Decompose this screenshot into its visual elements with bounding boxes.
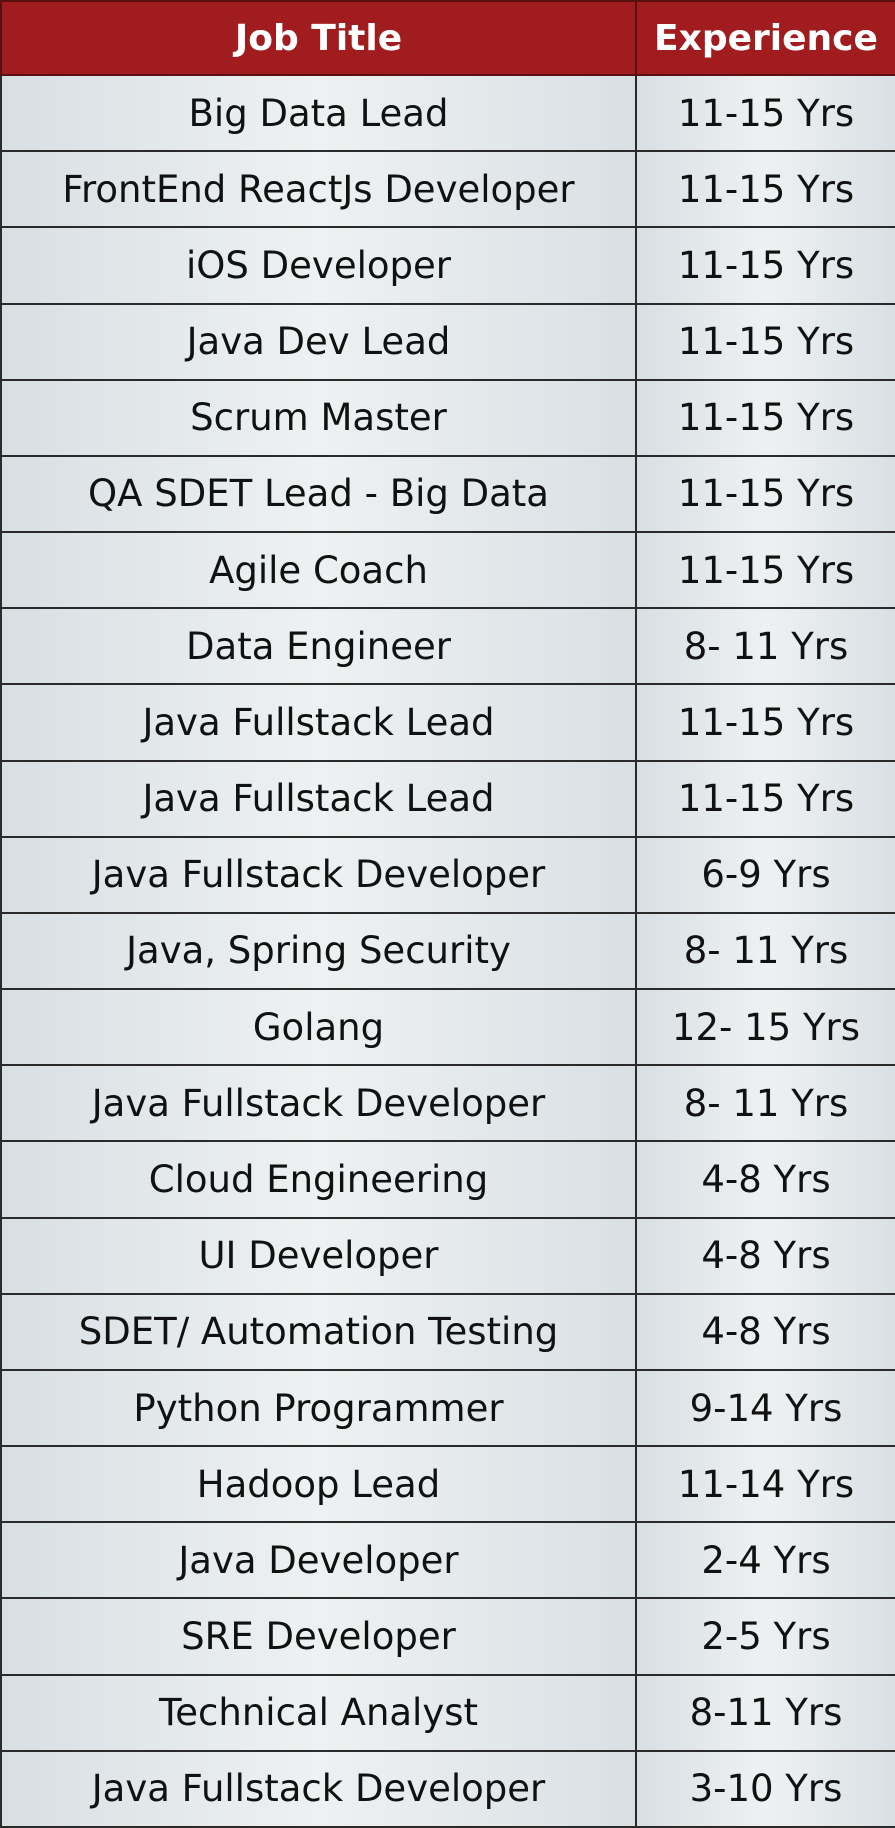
experience-cell: 11-14 Yrs (635, 1445, 895, 1524)
table-row: Golang 12- 15 Yrs (0, 988, 895, 1067)
table-row: Java Developer 2-4 Yrs (0, 1521, 895, 1600)
table-row: Java Fullstack Developer 6-9 Yrs (0, 835, 895, 914)
job-title-cell: Java Fullstack Developer (0, 1749, 637, 1828)
experience-cell: 11-15 Yrs (635, 302, 895, 381)
table-row: Data Engineer 8- 11 Yrs (0, 607, 895, 686)
experience-cell: 11-15 Yrs (635, 454, 895, 534)
table-row: iOS Developer 11-15 Yrs (0, 226, 895, 305)
header-row: Job Title Experience (0, 0, 895, 76)
experience-cell: 4-8 Yrs (635, 1140, 895, 1219)
job-title-cell: Java Dev Lead (0, 302, 637, 381)
experience-cell: 11-15 Yrs (635, 759, 895, 838)
table-row: Java Fullstack Developer 3-10 Yrs (0, 1749, 895, 1828)
job-title-cell: Scrum Master (0, 378, 637, 457)
job-title-cell: QA SDET Lead - Big Data (0, 454, 637, 534)
job-title-cell: Agile Coach (0, 531, 637, 610)
table-row: Python Programmer 9-14 Yrs (0, 1368, 895, 1448)
table-row: SDET/ Automation Testing 4-8 Yrs (0, 1292, 895, 1371)
experience-cell: 9-14 Yrs (635, 1368, 895, 1448)
header-cell: Experience (635, 0, 895, 76)
experience-cell: 11-15 Yrs (635, 378, 895, 457)
experience-cell: 2-4 Yrs (635, 1521, 895, 1600)
job-title-cell: Big Data Lead (0, 73, 637, 153)
job-title-cell: Java Fullstack Developer (0, 1064, 637, 1143)
job-title-cell: FrontEnd ReactJs Developer (0, 150, 637, 229)
table-row: Java, Spring Security 8- 11 Yrs (0, 911, 895, 991)
experience-cell: 6-9 Yrs (635, 835, 895, 914)
table-row: Java Fullstack Lead 11-15 Yrs (0, 683, 895, 762)
experience-cell: 12- 15 Yrs (635, 988, 895, 1067)
experience-cell: 11-15 Yrs (635, 683, 895, 762)
table-row: Java Dev Lead 11-15 Yrs (0, 302, 895, 381)
table-row: Cloud Engineering 4-8 Yrs (0, 1140, 895, 1219)
experience-cell: 4-8 Yrs (635, 1216, 895, 1295)
job-title-cell: Python Programmer (0, 1368, 637, 1448)
table-row: Hadoop Lead 11-14 Yrs (0, 1445, 895, 1524)
job-title-cell: Java Fullstack Lead (0, 683, 637, 762)
table-row: Java Fullstack Lead 11-15 Yrs (0, 759, 895, 838)
job-title-cell: Cloud Engineering (0, 1140, 637, 1219)
job-title-cell: Java, Spring Security (0, 911, 637, 991)
experience-cell: 8- 11 Yrs (635, 911, 895, 991)
table-row: Scrum Master 11-15 Yrs (0, 378, 895, 457)
experience-cell: 11-15 Yrs (635, 73, 895, 153)
job-title-cell: Java Developer (0, 1521, 637, 1600)
job-title-cell: Technical Analyst (0, 1673, 637, 1752)
experience-cell: 11-15 Yrs (635, 150, 895, 229)
job-title-cell: SRE Developer (0, 1597, 637, 1676)
experience-cell: 4-8 Yrs (635, 1292, 895, 1371)
table-row: UI Developer 4-8 Yrs (0, 1216, 895, 1295)
table-row: Java Fullstack Developer 8- 11 Yrs (0, 1064, 895, 1143)
job-title-cell: SDET/ Automation Testing (0, 1292, 637, 1371)
experience-cell: 8- 11 Yrs (635, 1064, 895, 1143)
job-title-cell: Hadoop Lead (0, 1445, 637, 1524)
experience-cell: 8-11 Yrs (635, 1673, 895, 1752)
experience-cell: 3-10 Yrs (635, 1749, 895, 1828)
job-title-cell: iOS Developer (0, 226, 637, 305)
table-row: QA SDET Lead - Big Data 11-15 Yrs (0, 454, 895, 534)
job-title-cell: Java Fullstack Developer (0, 835, 637, 914)
job-title-cell: Golang (0, 988, 637, 1067)
experience-cell: 11-15 Yrs (635, 531, 895, 610)
experience-cell: 8- 11 Yrs (635, 607, 895, 686)
table-row: Agile Coach 11-15 Yrs (0, 531, 895, 610)
experience-cell: 2-5 Yrs (635, 1597, 895, 1676)
job-title-cell: UI Developer (0, 1216, 637, 1295)
table-row: SRE Developer 2-5 Yrs (0, 1597, 895, 1676)
table-row: FrontEnd ReactJs Developer 11-15 Yrs (0, 150, 895, 229)
experience-cell: 11-15 Yrs (635, 226, 895, 305)
job-title-cell: Data Engineer (0, 607, 637, 686)
table-row: Big Data Lead 11-15 Yrs (0, 73, 895, 153)
header-cell: Job Title (0, 0, 637, 76)
job-title-cell: Java Fullstack Lead (0, 759, 637, 838)
table-row: Technical Analyst 8-11 Yrs (0, 1673, 895, 1752)
